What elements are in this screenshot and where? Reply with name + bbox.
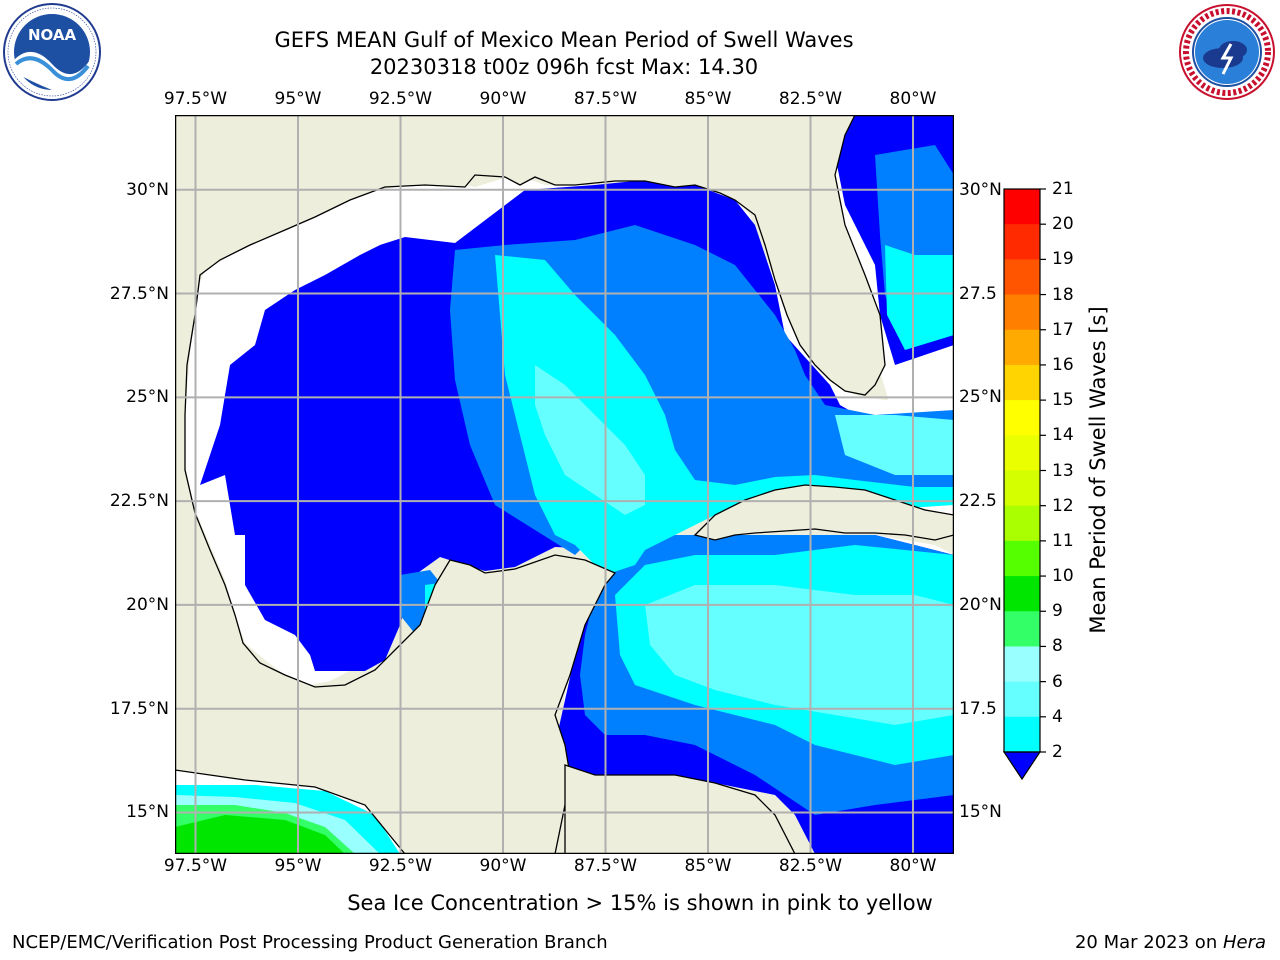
lon-tick-bottom: 85°W — [684, 856, 732, 876]
lat-tick-left: 17.5°N — [109, 698, 169, 719]
lon-tick-top: 87.5°W — [573, 89, 638, 109]
lon-tick-bottom: 92.5°W — [368, 856, 433, 876]
lon-tick-top: 80°W — [889, 89, 937, 109]
colorbar-segment — [1004, 540, 1040, 577]
colorbar-tick-label: 20 — [1052, 214, 1074, 235]
lat-tick-right: 25°N — [959, 387, 1002, 408]
noaa-wordmark: NOAA — [28, 26, 77, 44]
lat-tick-right: 20°N — [959, 594, 1002, 615]
colorbar-tick-label: 2 — [1052, 742, 1063, 762]
colorbar-segment — [1004, 189, 1040, 225]
lon-tick-top: 92.5°W — [368, 89, 433, 109]
colorbar-segment — [1004, 364, 1040, 401]
land-cuba — [693, 484, 954, 541]
lat-tick-right: 15°N — [959, 802, 1002, 823]
lat-tick-left: 20°N — [126, 594, 169, 615]
lon-tick-bottom: 82.5°W — [778, 856, 843, 876]
lon-tick-top: 97.5°W — [163, 89, 228, 109]
lon-tick-bottom: 97.5°W — [163, 856, 228, 876]
colorbar-segment — [1004, 576, 1040, 612]
colorbar-segment — [1004, 646, 1040, 683]
lat-tick-right: 27.5 — [959, 283, 997, 304]
colorbar-extend-arrow — [1002, 751, 1042, 781]
colorbar-label: Mean Period of Swell Waves [s] — [1086, 306, 1110, 634]
lon-tick-top: 85°W — [684, 89, 732, 109]
colorbar-tick-label: 18 — [1052, 284, 1074, 305]
plot-subtitle: 20230318 t00z 096h fcst Max: 14.30 — [369, 55, 759, 79]
lat-tick-left: 25°N — [126, 387, 169, 408]
colorbar-tick-label: 13 — [1052, 460, 1074, 481]
lon-tick-bottom: 87.5°W — [573, 856, 638, 876]
colorbar-tick-label: 15 — [1052, 390, 1074, 411]
colorbar-segment — [1004, 681, 1040, 718]
colorbar-segment — [1004, 611, 1040, 647]
map-panel — [175, 115, 954, 854]
colorbar-segment — [1004, 400, 1040, 436]
footer-credit: NCEP/EMC/Verification Post Processing Pr… — [12, 932, 608, 953]
map-border — [175, 115, 954, 854]
colorbar-tick-label: 16 — [1052, 354, 1074, 375]
nws-logo — [1179, 4, 1275, 100]
colorbar-tick-label: 4 — [1052, 706, 1063, 727]
map-canvas — [175, 115, 954, 854]
noaa-logo: NOAA — [3, 3, 101, 101]
lat-tick-left: 22.5°N — [109, 491, 169, 512]
lat-tick-left: 30°N — [126, 179, 169, 200]
swell-band-6-8-atlantic — [885, 245, 954, 350]
graticule — [175, 115, 954, 854]
lon-tick-top: 95°W — [274, 89, 322, 109]
plot-title: GEFS MEAN Gulf of Mexico Mean Period of … — [274, 28, 854, 52]
footer-date: 20 Mar 2023 on Hera — [1075, 932, 1266, 953]
lon-tick-top: 82.5°W — [778, 89, 843, 109]
lat-tick-left: 15°N — [126, 802, 169, 823]
colorbar-segment — [1004, 329, 1040, 366]
lat-tick-right: 22.5 — [959, 491, 997, 512]
lon-tick-bottom: 90°W — [479, 856, 527, 876]
colorbar-tick-label: 11 — [1052, 530, 1074, 551]
colorbar-segment — [1004, 259, 1040, 296]
colorbar-tick-label: 19 — [1052, 249, 1074, 270]
colorbar-tick-label: 8 — [1052, 636, 1063, 657]
swell-band-8-9-east — [835, 415, 954, 475]
colorbar-segment — [1004, 435, 1040, 471]
lon-tick-top: 90°W — [479, 89, 527, 109]
colorbar-segment — [1004, 294, 1040, 331]
lat-tick-right: 30°N — [959, 179, 1002, 200]
swell-band-11-12-pacific — [175, 815, 345, 854]
colorbar-segment — [1004, 505, 1040, 542]
colorbar-tick-label: 17 — [1052, 319, 1074, 340]
colorbar-tick-label: 10 — [1052, 566, 1074, 587]
swell-band-8-9 — [535, 365, 645, 515]
land-central-america — [564, 764, 796, 854]
colorbar-tick-label: 14 — [1052, 425, 1074, 446]
colorbar-segment — [1004, 470, 1040, 507]
lon-tick-bottom: 95°W — [274, 856, 322, 876]
lat-tick-left: 27.5°N — [109, 283, 169, 304]
footer-machine: Hera — [1222, 932, 1266, 953]
lat-tick-right: 17.5 — [959, 698, 997, 719]
swell-band-8-9-carib — [645, 585, 954, 725]
colorbar — [1002, 188, 1046, 781]
colorbar-segment — [1004, 224, 1040, 260]
colorbar-tick-label: 12 — [1052, 495, 1074, 516]
colorbar-tick-label: 21 — [1052, 179, 1074, 199]
lon-tick-bottom: 80°W — [889, 856, 937, 876]
sea-ice-note: Sea Ice Concentration > 15% is shown in … — [347, 891, 933, 915]
colorbar-segment — [1004, 716, 1040, 753]
colorbar-tick-label: 6 — [1052, 671, 1063, 692]
colorbar-tick-label: 9 — [1052, 601, 1063, 622]
footer-date-text: 20 Mar 2023 on — [1074, 932, 1223, 953]
